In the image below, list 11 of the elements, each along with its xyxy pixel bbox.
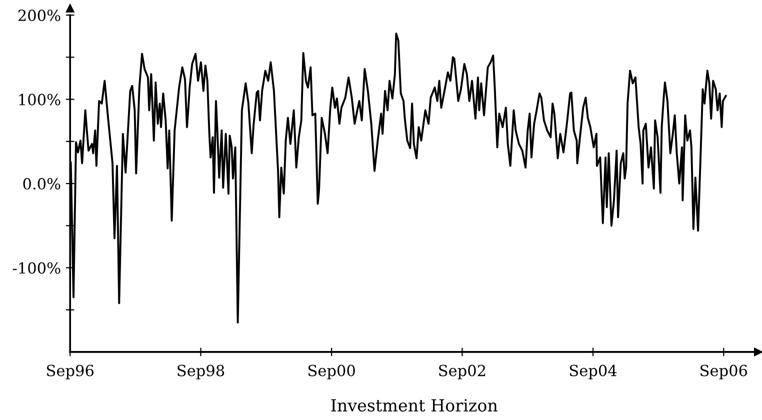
y-tick-label: 200% (18, 10, 60, 22)
x-tick-label: Sep96 (47, 364, 94, 380)
y-tick-label: 0.0% (23, 178, 60, 190)
y-tick-label: 100% (19, 94, 60, 106)
x-tick-label: Sep06 (700, 364, 748, 380)
x-tick-label: Sep98 (178, 364, 224, 380)
x-tick-label: Sep04 (570, 364, 617, 380)
x-tick-label: Sep02 (439, 364, 486, 380)
y-tick-label: -100% (12, 262, 60, 274)
x-axis-title: Investment Horizon (331, 399, 498, 412)
x-tick-label: Sep00 (308, 364, 355, 380)
